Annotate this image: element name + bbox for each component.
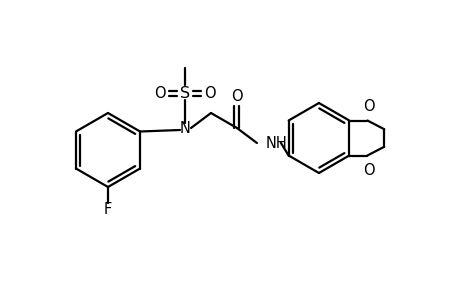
Text: O: O — [204, 85, 215, 100]
Text: S: S — [179, 85, 190, 100]
Text: NH: NH — [265, 136, 287, 151]
Text: O: O — [362, 98, 374, 113]
Text: O: O — [362, 163, 374, 178]
Text: O: O — [230, 88, 242, 104]
Text: O: O — [154, 85, 165, 100]
Text: F: F — [104, 202, 112, 217]
Text: N: N — [179, 121, 190, 136]
